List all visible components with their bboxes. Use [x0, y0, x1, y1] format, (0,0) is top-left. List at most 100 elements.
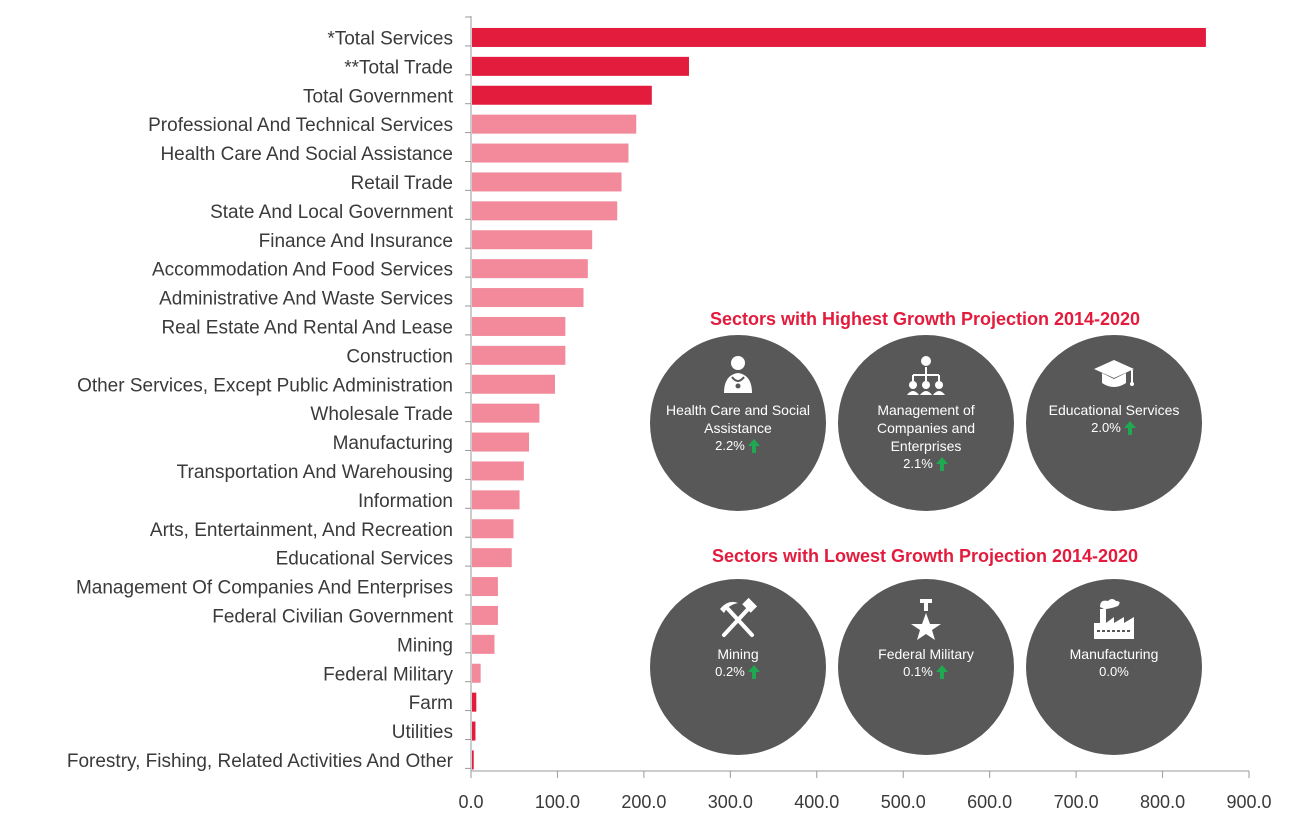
category-label: Retail Trade	[351, 173, 453, 194]
growth-value: 0.0%	[1099, 663, 1129, 681]
circle-manufacturing: Manufacturing 0.0%	[1026, 579, 1202, 755]
category-label: Farm	[409, 693, 453, 714]
growth-pct: 0.1%	[903, 664, 933, 679]
bar	[472, 403, 540, 423]
bar	[472, 577, 498, 597]
pickaxe-hammer-icon	[716, 597, 760, 641]
bar	[472, 692, 477, 712]
category-label: Accommodation And Food Services	[152, 260, 453, 281]
category-label: Administrative And Waste Services	[159, 289, 453, 310]
growth-pct: 2.1%	[903, 456, 933, 471]
bars-group	[472, 27, 1206, 770]
bar	[472, 172, 622, 192]
bar	[472, 374, 555, 394]
up-arrow-icon	[747, 665, 760, 679]
graduation-cap-icon	[1092, 353, 1136, 397]
category-label: Manufacturing	[333, 433, 453, 454]
category-label: Forestry, Fishing, Related Activities An…	[67, 751, 454, 772]
bar	[472, 461, 524, 481]
bar	[472, 288, 584, 308]
bar	[472, 490, 520, 510]
up-arrow-icon	[747, 439, 760, 453]
category-label: Construction	[346, 346, 453, 367]
sector-name: Manufacturing	[1069, 646, 1159, 662]
category-label: Wholesale Trade	[310, 404, 453, 425]
x-tick-label: 600.0	[967, 792, 1012, 812]
bar	[472, 721, 476, 741]
x-tick-label: 400.0	[794, 792, 839, 812]
sector-name: Educational Services	[1048, 402, 1180, 418]
circle-management: Management of Companies and Enterprises …	[838, 335, 1014, 511]
bar	[472, 56, 689, 76]
category-label: Mining	[397, 635, 453, 656]
bar	[472, 143, 629, 163]
category-label: Real Estate And Rental And Lease	[161, 317, 453, 338]
growth-value: 0.1%	[903, 663, 949, 681]
growth-pct: 0.0%	[1099, 664, 1129, 679]
category-label: Arts, Entertainment, And Recreation	[150, 520, 453, 541]
bar	[472, 548, 512, 568]
x-tick-label: 200.0	[621, 792, 666, 812]
up-arrow-icon	[935, 457, 948, 471]
x-axis: 0.0 100.0 200.0 300.0 400.0 500.0 600.0 700.0 80…	[458, 16, 1272, 812]
bar	[472, 663, 481, 683]
bar	[472, 27, 1206, 47]
bar	[472, 259, 588, 279]
category-label: *Total Services	[327, 28, 453, 49]
category-label: Finance And Insurance	[259, 231, 453, 252]
category-labels: *Total Services **Total Trade Total Govern…	[67, 28, 454, 772]
sector-name: Health Care and Social Assistance	[666, 402, 810, 436]
bar	[472, 230, 593, 250]
category-label: Federal Military	[323, 664, 453, 685]
x-tick-label: 800.0	[1140, 792, 1185, 812]
x-tick-label: 500.0	[881, 792, 926, 812]
x-tick-label: 900.0	[1226, 792, 1271, 812]
x-tick-label: 100.0	[535, 792, 580, 812]
sector-name: Mining	[717, 646, 759, 662]
sector-name: Management of Companies and Enterprises	[876, 402, 976, 454]
category-label: Educational Services	[276, 549, 453, 570]
bar	[472, 519, 514, 539]
x-tick-label: 700.0	[1054, 792, 1099, 812]
category-label: Utilities	[392, 722, 453, 743]
circle-educational: Educational Services 2.0%	[1026, 335, 1202, 511]
category-label: Health Care And Social Assistance	[160, 144, 453, 165]
medal-icon	[904, 597, 948, 641]
bar	[472, 605, 498, 625]
highest-growth-title: Sectors with Highest Growth Projection 2…	[709, 309, 1141, 329]
bar	[472, 114, 637, 134]
growth-value: 0.2%	[715, 663, 761, 681]
category-label: Federal Civilian Government	[212, 606, 453, 627]
growth-pct: 2.2%	[715, 438, 745, 453]
growth-value: 2.0%	[1091, 419, 1137, 437]
growth-pct: 2.0%	[1091, 420, 1121, 435]
growth-pct: 0.2%	[715, 664, 745, 679]
x-tick-label: 300.0	[708, 792, 753, 812]
category-label: Total Government	[303, 86, 454, 107]
category-label: Professional And Technical Services	[148, 115, 453, 136]
circle-health-care: Health Care and Social Assistance 2.2%	[650, 335, 826, 511]
lowest-growth-title: Sectors with Lowest Growth Projection 20…	[711, 546, 1139, 566]
org-chart-icon	[904, 353, 948, 397]
factory-icon	[1092, 597, 1136, 641]
category-label: Other Services, Except Public Administra…	[77, 375, 453, 396]
circle-mining: Mining 0.2%	[650, 579, 826, 755]
category-label: **Total Trade	[344, 57, 453, 78]
doctor-icon	[716, 353, 760, 397]
bar	[472, 634, 495, 654]
growth-value: 2.2%	[715, 437, 761, 455]
sector-name: Federal Military	[878, 646, 974, 662]
x-tick-label: 0.0	[458, 792, 483, 812]
category-label: Transportation And Warehousing	[177, 462, 453, 483]
bar	[472, 750, 474, 770]
up-arrow-icon	[935, 665, 948, 679]
category-label: Information	[358, 491, 453, 512]
bar	[472, 345, 566, 365]
up-arrow-icon	[1123, 421, 1136, 435]
category-label: State And Local Government	[210, 202, 454, 223]
bar	[472, 432, 530, 452]
category-label: Management Of Companies And Enterprises	[76, 578, 453, 599]
bar	[472, 85, 652, 105]
circle-federal-military: Federal Military 0.1%	[838, 579, 1014, 755]
